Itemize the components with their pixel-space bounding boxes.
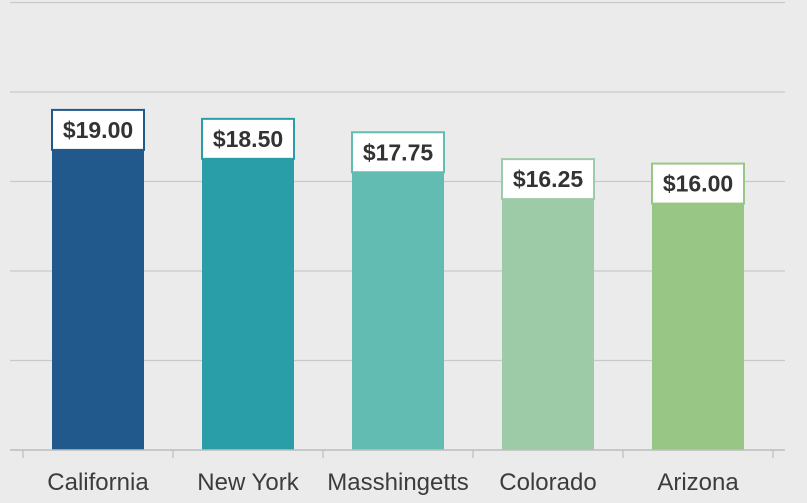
bar-california [52, 109, 144, 451]
bar-arizona [652, 163, 744, 450]
data-label-box [351, 131, 445, 174]
data-label: $18.50 [213, 126, 283, 152]
data-label-box [51, 108, 145, 151]
x-tick-label: New York [197, 469, 299, 496]
data-label: $16.00 [663, 171, 733, 197]
x-tick-label: Arizona [657, 469, 739, 496]
x-tick-label: Masshingetts [327, 469, 468, 496]
x-axis: California New York Masshingetts Colorado Ar… [10, 449, 785, 496]
data-label-box [501, 158, 595, 201]
data-label: $17.75 [363, 139, 434, 165]
bar-new-york [202, 118, 294, 450]
bar-masshingetts [352, 132, 444, 450]
data-label-box [651, 162, 745, 205]
data-label-box [201, 117, 295, 160]
bars [52, 109, 744, 451]
bar-colorado [502, 159, 594, 450]
x-tick-label: Colorado [499, 469, 596, 496]
data-label: $16.25 [513, 166, 584, 192]
data-labels: $19.00 $18.50 $17.75 $16.25 $16.00 [51, 108, 745, 205]
x-tick-label: California [47, 469, 149, 496]
data-label: $19.00 [63, 117, 133, 143]
